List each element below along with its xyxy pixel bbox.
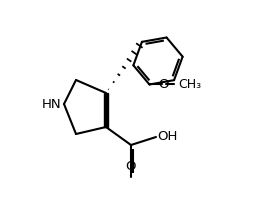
Text: O: O <box>159 78 169 91</box>
Text: CH₃: CH₃ <box>178 78 201 91</box>
Text: OH: OH <box>157 130 178 144</box>
Text: O: O <box>126 160 136 173</box>
Polygon shape <box>104 93 108 127</box>
Text: HN: HN <box>41 98 61 110</box>
